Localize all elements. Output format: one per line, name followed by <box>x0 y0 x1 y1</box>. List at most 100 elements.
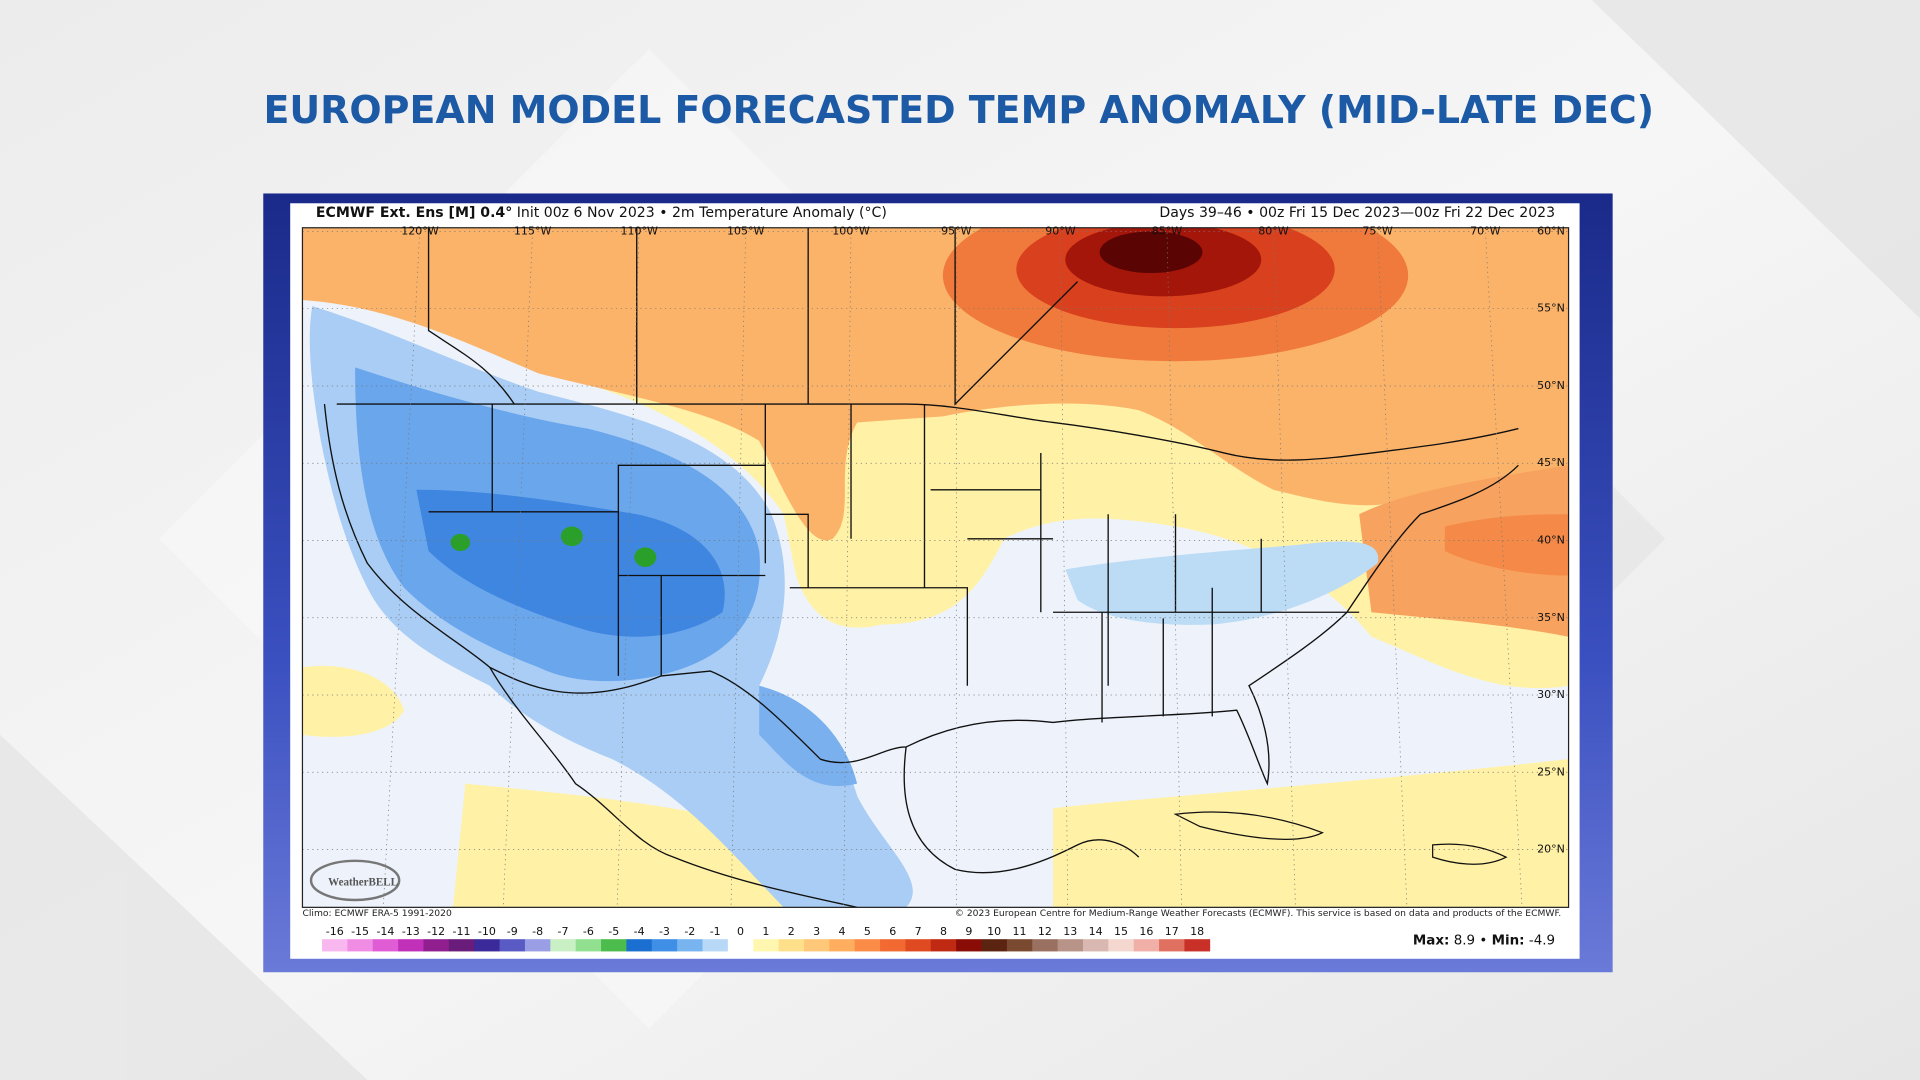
colorbar-swatch <box>1082 939 1109 952</box>
boundaries <box>323 227 1519 908</box>
islands <box>1173 811 1508 865</box>
colorbar-label: 4 <box>839 925 846 938</box>
colorbar-label: 10 <box>987 925 1001 938</box>
credit-right: © 2023 European Centre for Medium-Range … <box>955 908 1561 919</box>
longitude-label: 120°W <box>401 224 439 237</box>
longitude-labels: 120°W 115°W 110°W 105°W 100°W 95°W 90°W 85°W 80°… <box>401 224 1500 237</box>
colorbar-swatch <box>1184 939 1211 952</box>
colorbar-label: 8 <box>940 925 947 938</box>
colorbar-label: -16 <box>326 925 344 938</box>
credit-left: Climo: ECMWF ERA-5 1991-2020 <box>302 908 452 919</box>
colorbar-swatch <box>448 939 475 952</box>
longitude-label: 100°W <box>832 224 870 237</box>
colorbar-swatch <box>575 939 602 952</box>
min-value: -4.9 <box>1529 933 1555 948</box>
colorbar-swatch <box>753 939 779 952</box>
colorbar-swatch <box>372 939 399 952</box>
colorbar-label: 1 <box>762 925 769 938</box>
colorbar-swatch <box>550 939 577 952</box>
latitude-label: 40°N <box>1537 533 1565 546</box>
longitude-line <box>1377 227 1408 908</box>
logo-text: WeatherBELL <box>328 876 398 888</box>
colorbar-swatch <box>474 939 500 952</box>
colorbar-label: 15 <box>1114 925 1128 938</box>
colorbar-label: -1 <box>710 925 721 938</box>
longitude-line <box>730 227 747 908</box>
colorbar-label: -10 <box>478 925 496 938</box>
longitude-label: 105°W <box>727 224 765 237</box>
colorbar-label: 17 <box>1165 925 1179 938</box>
colorbar-swatch <box>981 939 1008 952</box>
colorbar-label: 12 <box>1038 925 1052 938</box>
colorbar-swatch <box>880 939 906 952</box>
latitude-label: 60°N <box>1537 224 1565 237</box>
max-label: Max: <box>1413 933 1450 948</box>
colorbar-label: 11 <box>1013 925 1027 938</box>
colorbar-swatch <box>1133 939 1160 952</box>
colorbar-label: 3 <box>813 925 820 938</box>
colorbar-swatch <box>423 939 450 952</box>
colorbar-swatch <box>626 939 653 952</box>
colorbar-swatch <box>1159 939 1185 952</box>
stats: Max: 8.9 • Min: -4.9 <box>1413 933 1555 948</box>
colorbar-label: 18 <box>1190 925 1204 938</box>
graticule <box>302 227 1569 908</box>
longitude-label: 95°W <box>941 224 972 237</box>
latitude-label: 25°N <box>1537 765 1565 778</box>
colorbar-label: 9 <box>965 925 972 938</box>
colorbar-swatch <box>601 939 627 952</box>
colorbar-swatch <box>398 939 424 952</box>
colorbar-label: 7 <box>915 925 922 938</box>
map: WeatherBELL <box>302 227 1569 908</box>
colorbar-swatch <box>1057 939 1084 952</box>
colorbar-swatch <box>930 939 957 952</box>
colorbar-label: -8 <box>532 925 543 938</box>
colorbar-label: 5 <box>864 925 871 938</box>
colorbar-swatch <box>1032 939 1058 952</box>
colorbar-swatch <box>651 939 678 952</box>
longitude-label: 70°W <box>1470 224 1501 237</box>
min-label: Min: <box>1492 933 1525 948</box>
colorbar-swatch <box>322 939 348 952</box>
longitude-label: 110°W <box>620 224 658 237</box>
longitude-label: 80°W <box>1258 224 1289 237</box>
colorbar-label: -2 <box>684 925 695 938</box>
colorbar-label: -11 <box>453 925 471 938</box>
latitude-label: 55°N <box>1537 302 1565 315</box>
colorbar-swatch <box>956 939 982 952</box>
latitude-labels: 60°N 55°N 50°N 45°N 40°N 35°N 30°N 25°N 20°N <box>1537 224 1565 855</box>
colorbar-swatch <box>499 939 526 952</box>
longitude-line <box>382 227 421 908</box>
colorbar-swatch <box>1108 939 1135 952</box>
colorbar-label: -14 <box>376 925 394 938</box>
colorbar-label: 13 <box>1063 925 1077 938</box>
colorbar-label: -7 <box>558 925 569 938</box>
colorbar-label: 16 <box>1139 925 1153 938</box>
longitude-line <box>1166 227 1182 908</box>
longitude-line <box>1273 227 1296 908</box>
map-border <box>301 227 1570 908</box>
colorbar-swatch <box>677 939 703 952</box>
longitude-label: 85°W <box>1152 224 1183 237</box>
longitude-line <box>843 227 852 908</box>
colorbar-swatch <box>524 939 551 952</box>
colorbar-label: -9 <box>507 925 518 938</box>
colorbar-label: 14 <box>1089 925 1103 938</box>
latitude-label: 35°N <box>1537 611 1565 624</box>
longitude-line <box>616 227 640 908</box>
colorbar-swatch <box>829 939 856 952</box>
colorbar-swatch <box>702 939 729 952</box>
latitude-label: 20°N <box>1537 843 1565 856</box>
colorbar-label: -4 <box>634 925 645 938</box>
colorbar-swatch <box>727 939 754 952</box>
colorbar-label: -6 <box>583 925 594 938</box>
latitude-label: 50°N <box>1537 379 1565 392</box>
colorbar-label: -5 <box>608 925 619 938</box>
colorbar-label: -15 <box>351 925 369 938</box>
colorbar: -16 -15 -14 -13 -12 -11 -10 -9 -8 -7 -6 -5 -4 -3 -2 -1 0… <box>322 925 1211 952</box>
header-title: ECMWF Ext. Ens [M] 0.4° <box>316 205 512 221</box>
colorbar-swatch <box>1006 939 1033 952</box>
logo: WeatherBELL <box>309 859 401 902</box>
